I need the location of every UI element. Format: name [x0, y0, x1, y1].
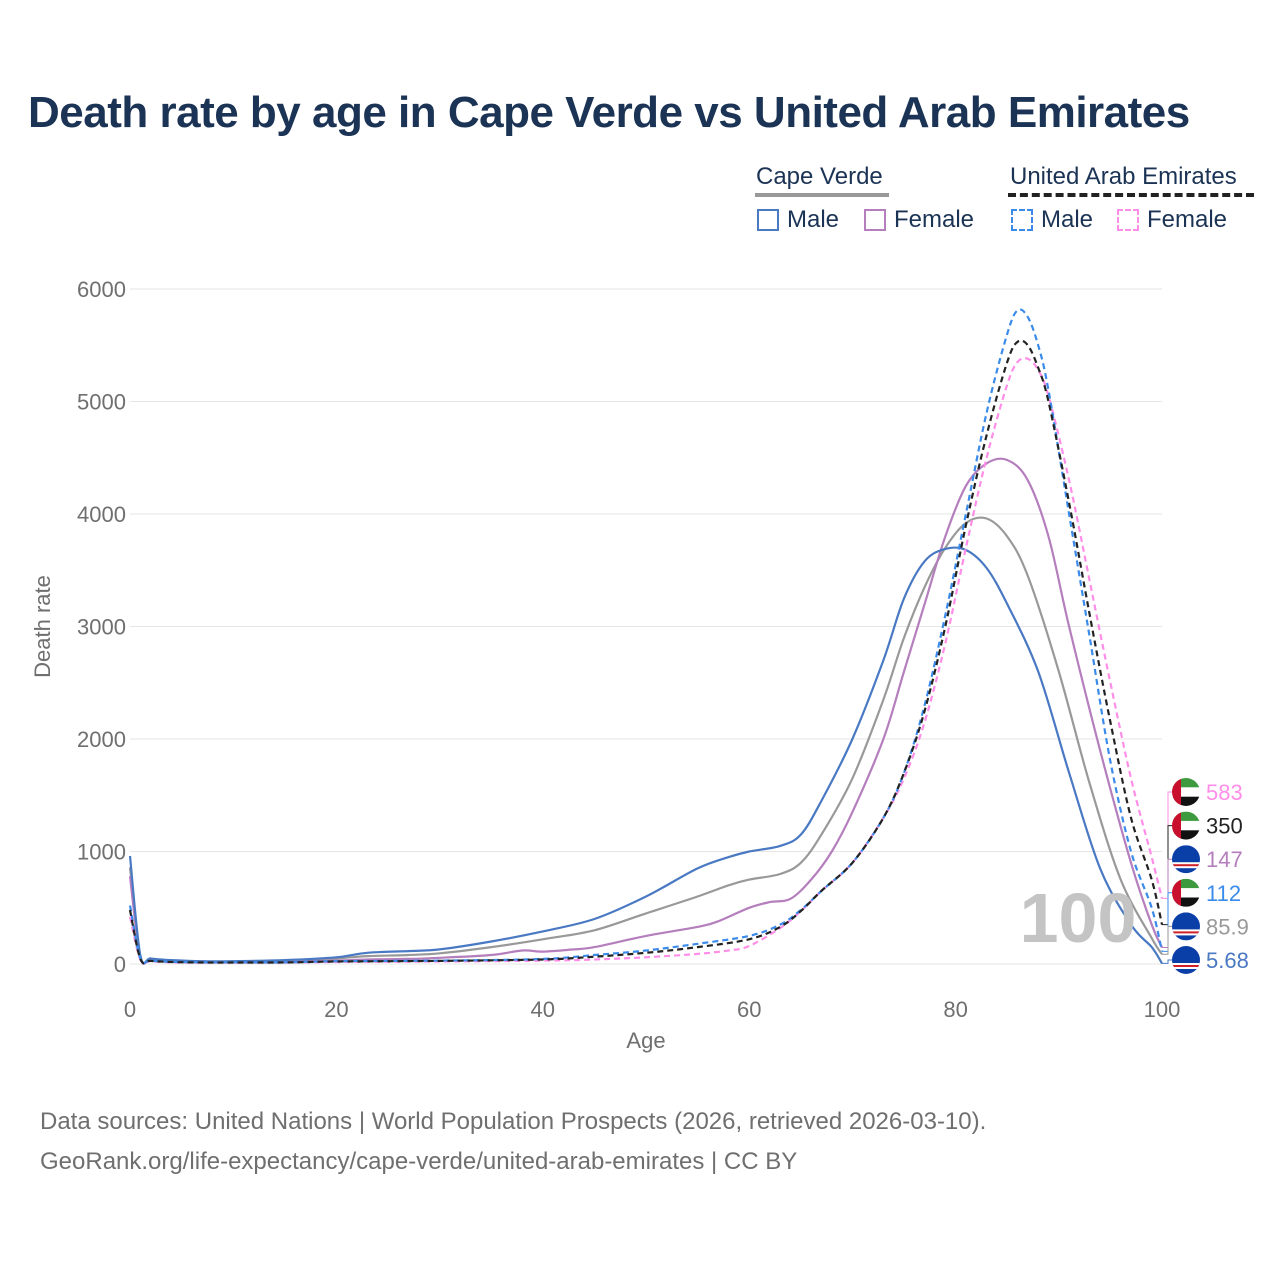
legend-label-uae-male: Male	[1041, 206, 1094, 233]
legend-item-cape-verde-female[interactable]: Female	[864, 206, 974, 234]
y-tick-label: 3000	[77, 615, 126, 640]
x-tick-label: 60	[737, 997, 761, 1022]
cape-verde-flag-icon	[1172, 912, 1200, 941]
y-tick-label: 2000	[77, 727, 126, 752]
end-label-connector	[1162, 858, 1172, 948]
legend-group-cape-verde[interactable]: Cape Verde	[756, 163, 883, 190]
legend-group-uae-line	[1008, 193, 1254, 197]
source-line-1: Data sources: United Nations | World Pop…	[40, 1108, 987, 1135]
end-labels: 100 583 350 147 112 85.9 5.68	[1020, 778, 1249, 974]
end-label-connector	[1162, 791, 1172, 899]
legend-group-cape-verde-line	[755, 193, 889, 197]
chart-title: Death rate by age in Cape Verde vs Unite…	[28, 88, 1190, 137]
legend-item-uae-male[interactable]: Male	[1011, 206, 1093, 234]
legend-swatch-uae-female	[1117, 209, 1139, 231]
x-tick-label: 0	[124, 997, 136, 1022]
legend-item-cape-verde-male[interactable]: Male	[757, 206, 839, 234]
end-label-cape-verde-male: 5.68	[1206, 948, 1249, 973]
y-tick-label: 6000	[77, 277, 126, 302]
series-line-united-arab-emirates-total[interactable]	[128, 339, 1164, 965]
legend-swatch-uae-male	[1011, 209, 1033, 231]
end-label-connector	[1162, 925, 1172, 955]
x-tick-label: 40	[531, 997, 555, 1022]
current-age-watermark: 100	[1020, 879, 1137, 957]
x-tick-label: 80	[943, 997, 967, 1022]
legend-item-uae-female[interactable]: Female	[1117, 206, 1227, 234]
uae-flag-icon	[1172, 778, 1200, 806]
series-line-cape-verde-female[interactable]	[128, 457, 1164, 966]
grid-lines	[130, 288, 1162, 965]
x-tick-label: 100	[1144, 997, 1181, 1022]
x-axis-title: Age	[626, 1028, 665, 1053]
end-label-cape-verde-total: 85.9	[1206, 914, 1249, 939]
source-line-2[interactable]: GeoRank.org/life-expectancy/cape-verde/u…	[40, 1148, 798, 1175]
series-line-cape-verde-male[interactable]	[128, 546, 1163, 965]
cape-verde-flag-icon	[1172, 845, 1200, 874]
y-tick-label: 4000	[77, 502, 126, 527]
y-tick-label: 0	[114, 952, 126, 977]
series-line-united-arab-emirates-female[interactable]	[128, 356, 1164, 965]
end-label-connector	[1162, 825, 1172, 926]
legend-swatch-cape-verde-male	[757, 209, 779, 231]
end-label-united-arab-emirates-total: 350	[1206, 814, 1243, 839]
y-axis-title: Death rate	[30, 575, 55, 678]
y-tick-label: 1000	[77, 840, 126, 865]
x-tick-label: 20	[324, 997, 348, 1022]
legend-swatch-cape-verde-female	[864, 209, 886, 231]
y-tick-label: 5000	[77, 390, 126, 415]
legend-label-uae-female: Female	[1147, 206, 1228, 233]
end-label-united-arab-emirates-male: 112	[1206, 881, 1241, 906]
axes: 0 1000 2000 3000 4000 5000 6000 0 20 40 60 80 100 Age…	[30, 277, 1180, 1053]
series-line-united-arab-emirates-male[interactable]	[128, 308, 1164, 965]
end-label-united-arab-emirates-female: 583	[1206, 780, 1243, 805]
end-label-connector	[1162, 892, 1172, 952]
uae-flag-icon	[1172, 878, 1200, 907]
legend-group-uae[interactable]: United Arab Emirates	[1010, 163, 1237, 190]
cape-verde-flag-icon	[1172, 946, 1200, 974]
legend-label-cape-verde-male: Male	[787, 206, 840, 233]
series-lines[interactable]	[128, 308, 1164, 966]
end-label-connector	[1162, 959, 1172, 964]
uae-flag-icon	[1172, 811, 1200, 840]
legend-label-cape-verde-female: Female	[894, 206, 975, 233]
end-label-cape-verde-female: 147	[1206, 847, 1243, 872]
